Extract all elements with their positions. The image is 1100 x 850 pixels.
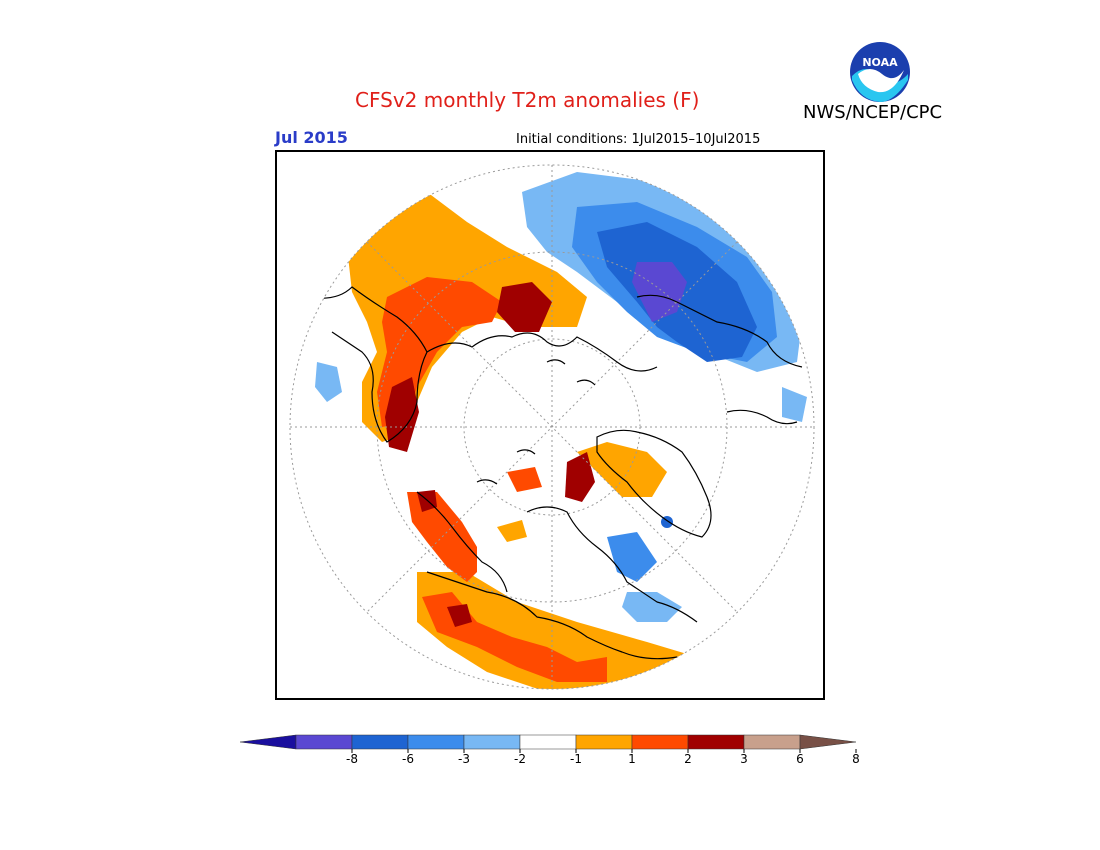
legend-swatch bbox=[631, 734, 689, 750]
legend-swatch bbox=[687, 734, 745, 750]
coastline-greenland bbox=[596, 429, 712, 538]
legend-tick-label: 3 bbox=[740, 752, 748, 766]
legend-tick-label: 8 bbox=[852, 752, 860, 766]
anomaly-cool-west bbox=[315, 252, 332, 282]
anomaly-very-hot-scandinavia bbox=[385, 377, 419, 452]
coastline-eurasia bbox=[306, 286, 428, 443]
legend-swatch bbox=[575, 734, 633, 750]
coastline-alaska bbox=[726, 409, 798, 425]
legend-tick-label: 2 bbox=[684, 752, 692, 766]
legend-tick-label: -8 bbox=[346, 752, 358, 766]
forecast-month: Jul 2015 bbox=[275, 128, 348, 147]
anomaly-warm-greenland-east bbox=[407, 492, 477, 582]
noaa-logo: NOAA bbox=[848, 40, 912, 104]
anomaly-hot-pacific-northwest bbox=[565, 452, 595, 502]
coastline-canada bbox=[636, 294, 803, 368]
anomaly-warm-spot-arctic bbox=[497, 520, 527, 542]
anomaly-very-hot-siberia bbox=[497, 282, 552, 332]
legend-tick-label: -2 bbox=[514, 752, 526, 766]
legend-tick-label: 1 bbox=[628, 752, 636, 766]
organization-label: NWS/NCEP/CPC bbox=[803, 102, 943, 123]
anomaly-cool-atlantic bbox=[622, 592, 682, 622]
graticule-outer-circle bbox=[289, 164, 815, 690]
anomaly-cool-east-pacific bbox=[782, 387, 807, 422]
anomaly-hot-mediterranean bbox=[447, 604, 472, 627]
noaa-logo-text: NOAA bbox=[862, 56, 898, 69]
polar-map bbox=[275, 150, 825, 700]
anomaly-coldest-hudson bbox=[632, 262, 687, 322]
anomaly-cool-western-ocean bbox=[315, 362, 342, 402]
legend-swatch bbox=[463, 734, 521, 750]
legend-swatch bbox=[295, 734, 353, 750]
legend-tick-label: -3 bbox=[458, 752, 470, 766]
graticule-meridian bbox=[366, 241, 738, 613]
legend-swatch bbox=[407, 734, 465, 750]
map-title: CFSv2 monthly T2m anomalies (F) bbox=[355, 88, 700, 112]
color-legend: -8 -6 -3 -2 -1 1 2 3 6 8 bbox=[239, 733, 860, 773]
coastline-scandinavia bbox=[416, 491, 508, 593]
legend-tick-label: 6 bbox=[796, 752, 804, 766]
initial-conditions: Initial conditions: 1Jul2015–10Jul2015 bbox=[516, 132, 761, 147]
coastline-north-america bbox=[526, 506, 698, 623]
legend-swatch bbox=[351, 734, 409, 750]
anomaly-cool-alaska bbox=[607, 532, 657, 582]
legend-swatch-high-arrow bbox=[799, 734, 857, 750]
legend-swatch bbox=[519, 734, 577, 750]
polar-map-svg bbox=[289, 164, 815, 690]
coastline-arctic-siberia bbox=[426, 332, 658, 372]
legend-swatch-low-arrow bbox=[239, 734, 297, 750]
color-legend-svg: -8 -6 -3 -2 -1 1 2 3 6 8 bbox=[239, 734, 860, 766]
legend-tick-label: -6 bbox=[402, 752, 414, 766]
legend-swatch bbox=[743, 734, 801, 750]
legend-tick-label: -1 bbox=[570, 752, 582, 766]
anomaly-warm-spot-canada bbox=[507, 467, 542, 492]
coastline-europe bbox=[426, 571, 678, 660]
coastline-islands bbox=[476, 359, 596, 485]
anomaly-warm-europe-south bbox=[417, 572, 697, 689]
